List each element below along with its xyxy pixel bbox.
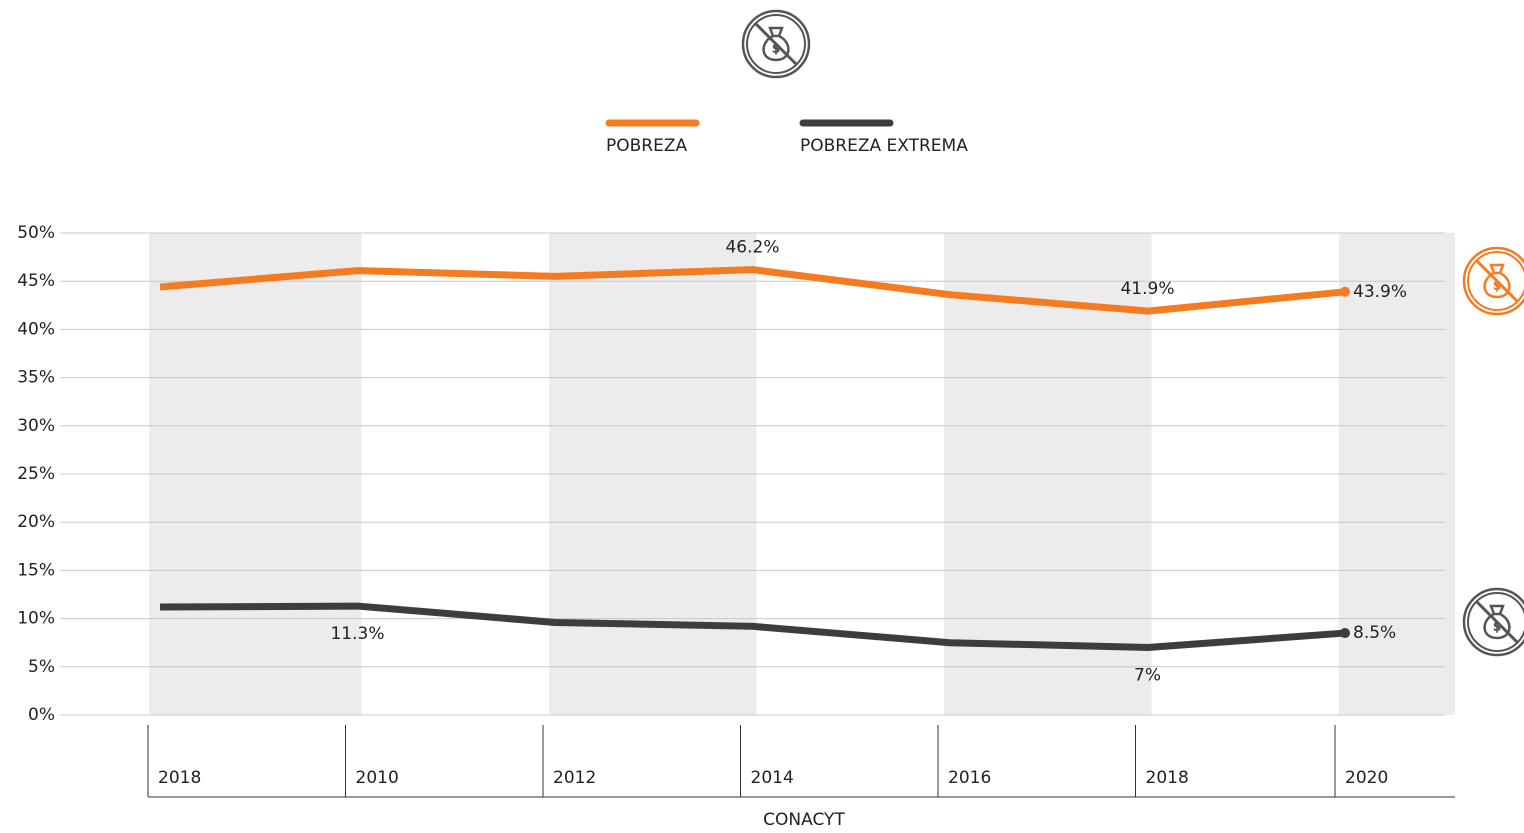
series-line	[159, 266, 1346, 315]
x-tick-label: 2018	[1146, 768, 1189, 788]
x-tick-label: 2012	[553, 768, 596, 788]
y-tick-label: 45%	[17, 271, 55, 291]
data-label: 8.5%	[1353, 623, 1396, 643]
legend-label: POBREZA EXTREMA	[800, 136, 968, 156]
x-tick-label: 2020	[1345, 768, 1388, 788]
data-label: 11.3%	[330, 624, 384, 644]
legend-label: POBREZA	[606, 136, 687, 156]
y-tick-label: 5%	[28, 657, 55, 677]
end-dot	[1340, 628, 1350, 639]
x-tick-label: 2016	[948, 768, 991, 788]
end-dot	[1340, 286, 1350, 297]
y-tick-label: 50%	[17, 223, 55, 243]
x-tick-label: 2014	[751, 768, 794, 788]
data-label: 43.9%	[1353, 282, 1407, 302]
y-tick-label: 35%	[17, 368, 55, 388]
x-axis-label: CONACYT	[763, 810, 845, 830]
y-tick-label: 25%	[17, 464, 55, 484]
data-label: 46.2%	[725, 238, 779, 258]
extreme-poverty-icon	[1462, 587, 1524, 657]
data-label: 7%	[1134, 666, 1161, 686]
y-tick-label: 15%	[17, 560, 55, 580]
series-line	[159, 602, 1346, 652]
header-icon	[741, 9, 811, 79]
x-tick-label: 2018	[158, 768, 201, 788]
y-tick-label: 40%	[17, 319, 55, 339]
y-tick-label: 20%	[17, 512, 55, 532]
poverty-icon	[1462, 246, 1524, 316]
y-tick-label: 10%	[17, 609, 55, 629]
x-tick-label: 2010	[356, 768, 399, 788]
data-label: 41.9%	[1120, 279, 1174, 299]
y-tick-label: 0%	[28, 705, 55, 725]
y-tick-label: 30%	[17, 416, 55, 436]
